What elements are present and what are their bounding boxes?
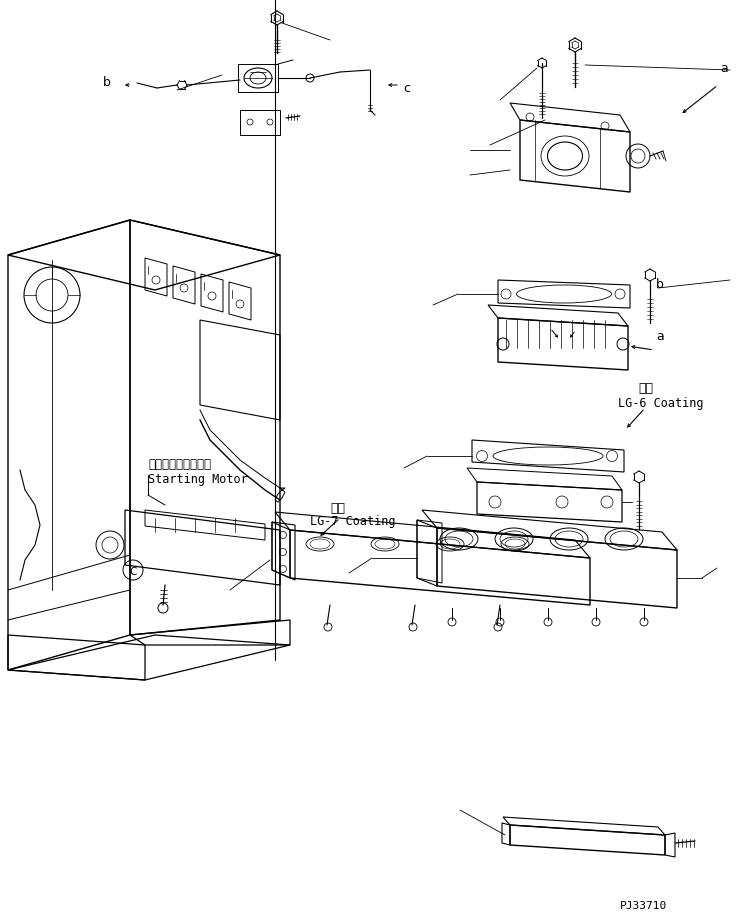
Text: c: c (403, 82, 410, 95)
Text: a: a (656, 330, 664, 342)
Text: b: b (103, 75, 111, 88)
Text: スターティングモタ: スターティングモタ (148, 458, 211, 472)
Text: PJ33710: PJ33710 (620, 901, 667, 911)
Text: LG-6 Coating: LG-6 Coating (618, 397, 704, 409)
Text: a: a (720, 62, 728, 74)
Text: 塗布: 塗布 (330, 501, 345, 514)
Text: 塗布: 塗布 (638, 382, 653, 395)
Text: b: b (656, 278, 664, 292)
Text: LG-7 Coating: LG-7 Coating (310, 516, 396, 529)
Text: C: C (129, 567, 136, 577)
Text: Starting Motor: Starting Motor (148, 474, 247, 487)
